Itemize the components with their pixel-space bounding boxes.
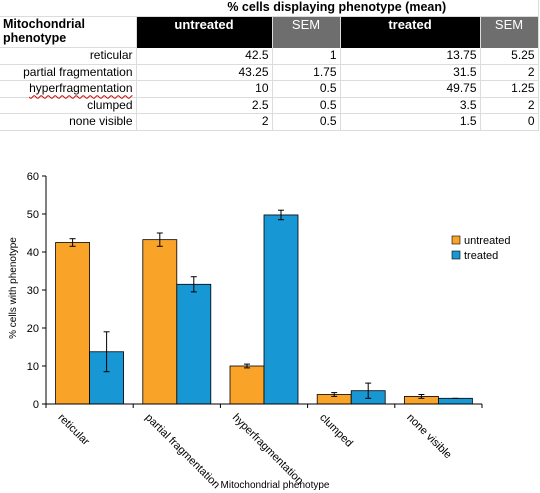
table-row: hyperfragmentation 10 0.5 49.75 1.25 (0, 80, 539, 98)
sem-untreated-value: 0.5 (272, 80, 341, 98)
x-tick-label: clumped (317, 412, 355, 450)
y-axis-label: % cells with phenotype (8, 237, 19, 339)
treated-value: 31.5 (340, 64, 481, 81)
row-header-line-1: Mitochondrial (3, 16, 85, 31)
column-header-treated: treated (340, 16, 481, 32)
x-tick-label: partial fragmentation (143, 412, 222, 491)
treated-value: 49.75 (340, 80, 481, 98)
bar-untreated (142, 239, 178, 405)
bar-untreated (229, 365, 265, 405)
untreated-value: 42.5 (136, 47, 273, 65)
x-axis-label: Mitochondrial phenotype (221, 480, 330, 491)
untreated-value: 43.25 (136, 64, 273, 81)
row-label: reticular (0, 47, 137, 65)
column-header-sem-untreated: SEM (272, 16, 341, 32)
legend-swatch-treated (451, 250, 461, 260)
table-title: % cells displaying phenotype (mean) (136, 0, 539, 17)
bar-chart: 0 10 20 30 40 50 60 reticular partial fragmenta… (0, 160, 540, 493)
y-tick-label: 40 (27, 247, 39, 259)
legend-label-untreated: untreated (464, 235, 510, 247)
y-tick-label: 60 (27, 171, 39, 183)
table-row: partial fragmentation 43.25 1.75 31.5 2 (0, 64, 539, 81)
legend: untreated treated (451, 235, 510, 262)
y-tick-label: 10 (27, 361, 39, 373)
y-tick-label: 0 (33, 399, 39, 411)
sem-treated-value: 0 (480, 113, 539, 131)
y-tick-label: 20 (27, 323, 39, 335)
untreated-value: 2.5 (136, 97, 273, 114)
x-tick-label: hyperfragmentation (230, 412, 306, 488)
table-row: reticular 42.5 1 13.75 5.25 (0, 47, 539, 65)
sem-treated-value: 1.25 (480, 80, 539, 98)
treated-value: 1.5 (340, 113, 481, 131)
bars-group (55, 214, 473, 405)
row-label: clumped (0, 97, 137, 114)
legend-swatch-untreated (451, 235, 461, 245)
bar-treated (263, 214, 299, 405)
sem-treated-value: 2 (480, 97, 539, 114)
row-label: none visible (0, 113, 137, 131)
spreadsheet-table: % cells displaying phenotype (mean) Mito… (0, 0, 540, 131)
table-row: none visible 2 0.5 1.5 0 (0, 113, 539, 131)
sem-untreated-value: 0.5 (272, 97, 341, 114)
untreated-value: 2 (136, 113, 273, 131)
untreated-value: 10 (136, 80, 273, 98)
y-ticks-group: 0 10 20 30 40 50 60 (27, 171, 46, 411)
legend-label-treated: treated (464, 250, 498, 262)
x-tick-label: none visible (404, 412, 454, 462)
treated-value: 13.75 (340, 47, 481, 65)
row-label: partial fragmentation (0, 64, 137, 81)
row-header-cell: Mitochondrial phenotype (0, 16, 137, 48)
bar-treated (437, 397, 473, 405)
error-bars-group (69, 209, 459, 399)
x-tick-label: reticular (55, 412, 91, 448)
row-label-text: hyperfragmentation (29, 81, 133, 96)
bar-untreated (55, 242, 90, 405)
column-header-sem-treated: SEM (480, 16, 539, 32)
x-ticks-group: reticular partial fragmentation hyperfragm… (45, 404, 483, 491)
sem-untreated-value: 1 (272, 47, 341, 65)
chart-svg: 0 10 20 30 40 50 60 reticular partial fragmenta… (8, 171, 510, 491)
y-tick-label: 30 (27, 285, 39, 297)
row-header-line-2: phenotype (3, 30, 67, 45)
sem-treated-value: 2 (480, 64, 539, 81)
y-tick-label: 50 (27, 209, 39, 221)
treated-value: 3.5 (340, 97, 481, 114)
sem-untreated-value: 0.5 (272, 113, 341, 131)
bar-treated (176, 283, 212, 405)
column-header-untreated: untreated (136, 16, 273, 32)
row-label: hyperfragmentation (0, 80, 137, 98)
sem-treated-value: 5.25 (480, 47, 539, 65)
table-row: clumped 2.5 0.5 3.5 2 (0, 97, 539, 114)
sem-untreated-value: 1.75 (272, 64, 341, 81)
